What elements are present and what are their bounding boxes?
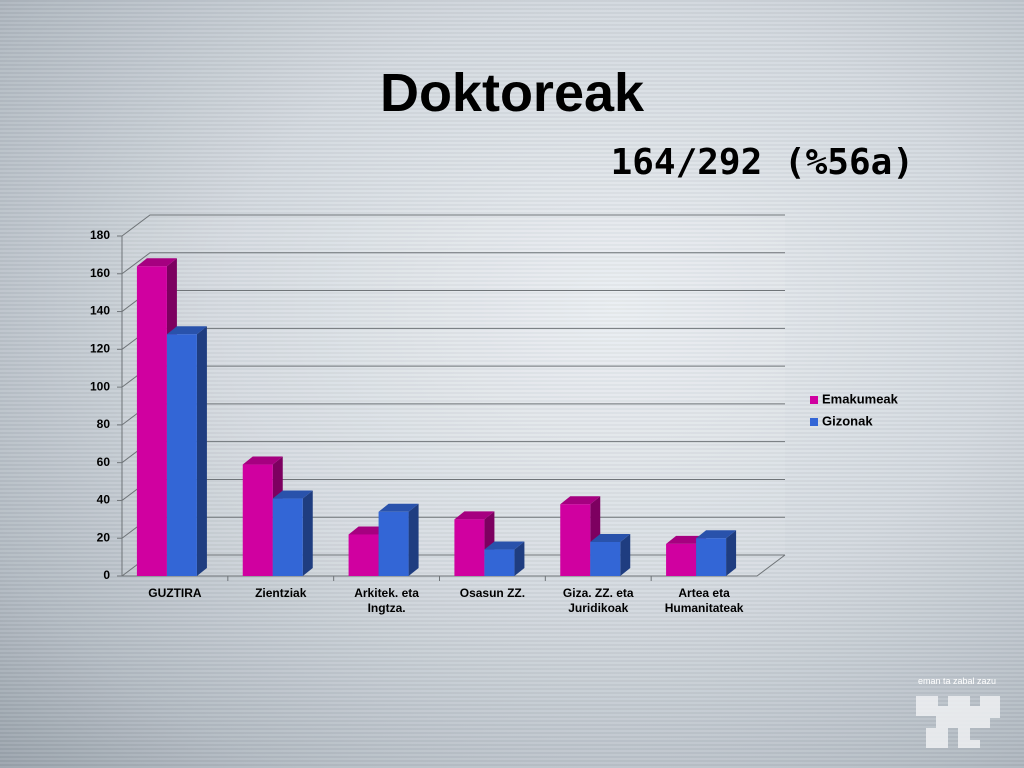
legend-swatch [810,396,818,404]
x-tick-label: Arkitek. eta Ingtza. [354,586,419,615]
bar-front [378,511,409,576]
bar-front [348,534,379,576]
bar [272,490,313,576]
y-tick-label: 160 [90,266,110,280]
logo-text: eman ta zabal zazu [918,676,997,686]
bar [166,326,207,576]
y-tick-label: 0 [103,568,110,582]
x-tick-label: Artea eta Humanitateak [664,586,744,615]
bar-side [514,541,525,576]
grid-line [121,252,785,275]
bar-front [166,334,197,576]
bar-top [166,326,207,335]
y-tick-label: 120 [90,342,110,356]
bar-top [136,258,177,267]
bar [378,503,419,576]
bar-side [196,326,207,576]
bar-side [302,490,313,576]
bar [696,530,737,576]
bar-side [726,530,737,576]
bar-top [378,503,419,512]
bar-front [136,266,167,576]
y-tick-label: 60 [97,455,111,469]
slide-title: Doktoreak [379,63,645,123]
bar-front [272,498,303,576]
y-tick-label: 180 [90,228,110,242]
bar-top [484,541,525,550]
bar-front [454,519,485,576]
bar [590,534,631,576]
legend-label: Emakumeak [822,391,899,406]
y-tick-label: 20 [97,530,111,544]
bar-top [560,496,601,505]
bar-top [454,511,495,520]
bar-top [242,456,283,465]
bar-front [560,504,591,576]
slide-subtitle: 164/292 (%56a) [610,142,914,183]
grid-line [121,214,785,237]
x-tick-label: Giza. ZZ. eta Juridikoak [562,586,634,615]
back-wall [122,215,785,576]
bar-front [242,464,273,576]
bar [484,541,525,576]
y-tick-label: 80 [97,417,111,431]
x-tick-label: GUZTIRA [148,586,202,600]
bar-top [272,490,313,499]
y-tick-label: 100 [90,379,110,393]
bar-front [590,542,621,576]
legend-label: Gizonak [822,413,873,428]
bar-side [408,503,419,576]
bar-top [590,534,631,542]
bar-front [484,549,515,576]
logo [916,696,1000,748]
y-tick-label: 40 [97,493,111,507]
x-tick-label: Osasun ZZ. [459,586,526,600]
bar-front [696,538,727,576]
legend-swatch [810,418,818,426]
x-tick-label: Zientziak [255,586,307,600]
bar-side [620,534,631,576]
bar-top [696,530,737,539]
bar-front [666,543,697,576]
y-tick-label: 140 [90,304,110,318]
